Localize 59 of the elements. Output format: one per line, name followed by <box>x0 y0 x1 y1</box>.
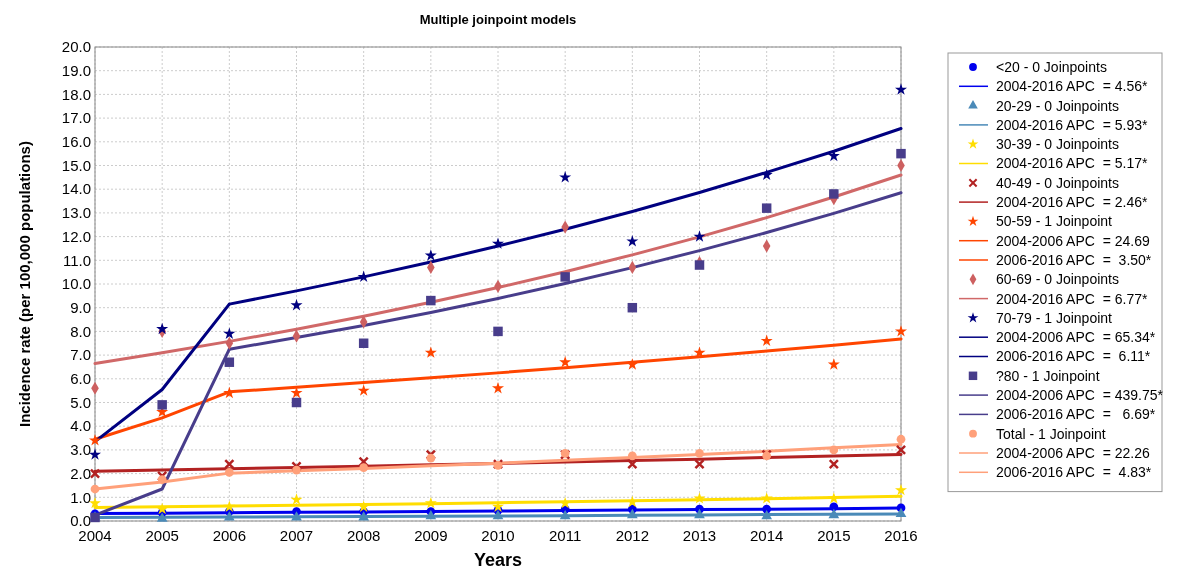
legend-label: 70-79 - 1 Joinpoint <box>996 309 1113 326</box>
y-tick-label: 1.0 <box>70 488 91 506</box>
x-tick-label: 2011 <box>549 527 582 544</box>
x-tick-label: 2013 <box>682 527 717 544</box>
x-tick-label: 2010 <box>481 527 515 544</box>
y-tick-label: 20.0 <box>61 38 91 56</box>
x-tick-label: 2009 <box>414 527 448 544</box>
y-tick-label: 17.0 <box>61 109 91 127</box>
y-tick-label: 12.0 <box>61 227 91 245</box>
y-tick-label: 18.0 <box>61 85 91 103</box>
x-tick-label: 2004 <box>78 527 112 544</box>
legend-label: 50-59 - 1 Joinpoint <box>996 213 1113 230</box>
x-tick-label: 2012 <box>615 527 650 544</box>
legend-label: 2004-2006 APC = 22.26 <box>996 444 1150 461</box>
y-tick-label: 16.0 <box>61 133 91 151</box>
legend-label: 2004-2016 APC = 5.93* <box>996 116 1148 133</box>
legend-label: 2004-2016 APC = 4.56* <box>996 78 1148 95</box>
legend-label: 2006-2016 APC = 4.83* <box>996 464 1152 481</box>
legend-label: 30-39 - 0 Joinpoints <box>996 136 1119 153</box>
y-tick-label: 0.0 <box>70 512 91 530</box>
y-tick-label: 2.0 <box>70 464 91 482</box>
x-axis-title: Years <box>473 550 523 570</box>
y-tick-label: 7.0 <box>70 346 91 364</box>
legend-label: 40-49 - 0 Joinpoints <box>996 174 1119 191</box>
x-tick-label: 2008 <box>346 527 381 544</box>
y-axis-title: Incidence rate (per 100,000 populations) <box>16 141 33 427</box>
chart-title: Multiple joinpoint models <box>419 12 577 27</box>
y-tick-label: 15.0 <box>61 156 91 174</box>
x-tick-label: 2006 <box>212 527 247 544</box>
legend-label: ?80 - 1 Joinpoint <box>996 367 1100 384</box>
legend-label: 2006-2016 APC = 6.69* <box>996 406 1156 423</box>
x-tick-label: 2005 <box>145 527 179 544</box>
x-tick-label: 2015 <box>817 527 851 544</box>
y-tick-label: 14.0 <box>61 180 91 198</box>
legend-label: <20 - 0 Joinpoints <box>996 58 1107 75</box>
y-tick-label: 6.0 <box>70 370 91 388</box>
legend-label: Total - 1 Joinpoint <box>996 425 1106 442</box>
y-tick-label: 19.0 <box>61 61 91 79</box>
y-tick-label: 4.0 <box>70 417 91 435</box>
legend-label: 2004-2006 APC = 439.75* <box>996 387 1164 403</box>
legend-label: 2004-2016 APC = 2.46* <box>996 194 1148 210</box>
y-tick-label: 13.0 <box>61 204 91 222</box>
legend-label: 2004-2006 APC = 24.69 <box>996 232 1150 249</box>
x-tick-label: 2014 <box>749 527 784 544</box>
legend-label: 2004-2016 APC = 5.17* <box>996 155 1148 172</box>
x-tick-label: 2007 <box>279 527 314 544</box>
y-tick-label: 3.0 <box>70 441 91 459</box>
legend-label: 60-69 - 0 Joinpoints <box>996 271 1119 288</box>
y-tick-label: 10.0 <box>61 275 91 293</box>
legend-label: 2006-2016 APC = 6.11* <box>996 348 1151 365</box>
legend-label: 2004-2006 APC = 65.34* <box>996 329 1156 346</box>
legend-label: 20-29 - 0 Joinpoints <box>996 97 1119 114</box>
legend-label: 2004-2016 APC = 6.77* <box>996 290 1148 307</box>
y-tick-label: 11.0 <box>62 251 91 269</box>
y-tick-label: 5.0 <box>70 393 91 411</box>
y-tick-label: 8.0 <box>70 322 91 340</box>
x-tick-label: 2016 <box>884 527 918 544</box>
y-tick-label: 9.0 <box>70 298 91 316</box>
legend-label: 2006-2016 APC = 3.50* <box>996 251 1152 268</box>
